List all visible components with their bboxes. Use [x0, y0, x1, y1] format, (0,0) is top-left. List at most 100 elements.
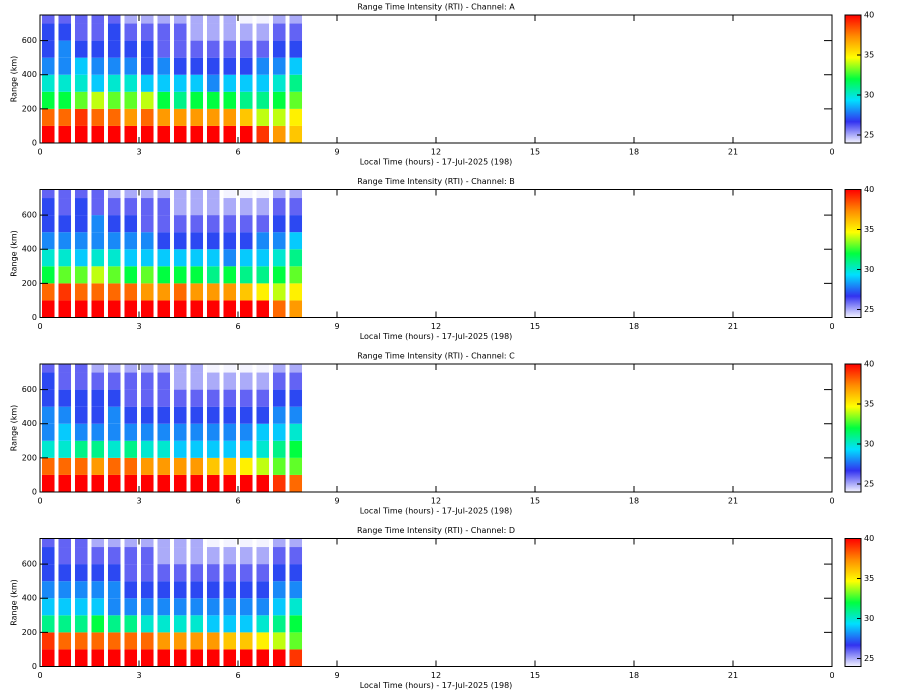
heatmap-cell: [206, 198, 220, 216]
y-tick-label: 0: [32, 662, 37, 671]
heatmap-cell: [272, 440, 286, 458]
heatmap-cell: [124, 249, 138, 267]
heatmap-cell: [289, 538, 303, 548]
heatmap-cell: [107, 91, 121, 109]
heatmap-cell: [157, 581, 171, 599]
heatmap-cell: [58, 598, 72, 616]
heatmap-cell: [41, 15, 55, 24]
x-tick-label: 6: [235, 148, 240, 157]
heatmap-cell: [239, 547, 253, 565]
heatmap-cell: [206, 215, 220, 233]
heatmap-cell: [107, 364, 121, 373]
heatmap-cell: [272, 364, 286, 373]
heatmap-cell: [41, 91, 55, 109]
chart-title: Range Time Intensity (RTI) - Channel: A: [357, 3, 515, 12]
heatmap-cell: [173, 457, 187, 475]
heatmap-cell: [157, 598, 171, 616]
heatmap-cell: [173, 189, 187, 199]
heatmap-cell: [190, 15, 204, 24]
heatmap-cell: [140, 232, 154, 250]
heatmap-cell: [74, 23, 88, 41]
heatmap-cell: [91, 547, 105, 565]
heatmap-cell: [239, 232, 253, 250]
heatmap-cell: [173, 15, 187, 24]
x-tick-label: 15: [530, 148, 540, 157]
heatmap-cell: [157, 283, 171, 301]
y-tick-label: 0: [32, 313, 37, 322]
heatmap-cell: [124, 215, 138, 233]
heatmap-cell: [58, 91, 72, 109]
colorbar-tick-label: 35: [864, 400, 874, 409]
x-tick-label: 18: [629, 148, 639, 157]
heatmap-cell: [124, 598, 138, 616]
heatmap-cell: [91, 372, 105, 390]
heatmap-cell: [206, 300, 220, 318]
heatmap-cell: [140, 249, 154, 267]
heatmap-cell: [140, 15, 154, 24]
x-tick-label: 6: [235, 322, 240, 331]
heatmap-cell: [289, 615, 303, 633]
x-tick-label: 12: [431, 148, 441, 157]
heatmap-cell: [272, 300, 286, 318]
heatmap-cell: [272, 189, 286, 199]
x-tick-label: 0: [829, 322, 834, 331]
x-tick-label: 21: [728, 148, 738, 157]
heatmap-cell: [157, 564, 171, 582]
heatmap-cell: [190, 232, 204, 250]
heatmap-cell: [41, 440, 55, 458]
heatmap-cell: [190, 266, 204, 284]
heatmap-cell: [74, 423, 88, 441]
heatmap-cell: [107, 538, 121, 548]
heatmap-cell: [190, 457, 204, 475]
heatmap-cell: [206, 564, 220, 582]
heatmap-cell: [74, 15, 88, 24]
heatmap-cell: [206, 474, 220, 492]
heatmap-cell: [223, 108, 237, 126]
heatmap-cells: [41, 15, 303, 143]
heatmap-cell: [58, 372, 72, 390]
heatmap-cell: [140, 57, 154, 75]
heatmap-cell: [107, 581, 121, 599]
colorbar-tick-label: 40: [864, 11, 874, 20]
heatmap-cell: [58, 40, 72, 58]
heatmap-cell: [124, 632, 138, 650]
heatmap-cell: [256, 423, 270, 441]
heatmap-cell: [58, 125, 72, 143]
heatmap-cell: [74, 547, 88, 565]
heatmap-cell: [256, 232, 270, 250]
heatmap-cell: [107, 457, 121, 475]
heatmap-cell: [223, 632, 237, 650]
heatmap-cell: [74, 189, 88, 199]
heatmap-cell: [157, 74, 171, 92]
heatmap-cell: [239, 15, 253, 24]
y-tick-label: 400: [22, 594, 37, 603]
heatmap-cell: [91, 198, 105, 216]
heatmap-cell: [223, 372, 237, 390]
heatmap-cell: [124, 440, 138, 458]
heatmap-cell: [239, 364, 253, 373]
y-tick-label: 600: [22, 385, 37, 394]
heatmap-cell: [289, 266, 303, 284]
heatmap-cell: [58, 440, 72, 458]
heatmap-cell: [256, 457, 270, 475]
x-tick-label: 15: [530, 497, 540, 506]
heatmap-cell: [58, 389, 72, 407]
heatmap-cell: [206, 74, 220, 92]
heatmap-cell: [223, 266, 237, 284]
colorbar-tick-label: 30: [864, 614, 874, 623]
heatmap-cell: [140, 364, 154, 373]
heatmap-cell: [256, 266, 270, 284]
heatmap-cell: [223, 300, 237, 318]
heatmap-cell: [289, 457, 303, 475]
heatmap-cell: [58, 564, 72, 582]
heatmap-cell: [173, 598, 187, 616]
heatmap-cell: [157, 40, 171, 58]
colorbar-tick-label: 25: [864, 305, 874, 314]
heatmap-cell: [256, 547, 270, 565]
heatmap-cell: [140, 598, 154, 616]
heatmap-cell: [58, 423, 72, 441]
heatmap-cell: [256, 440, 270, 458]
heatmap-cell: [74, 108, 88, 126]
heatmap-cell: [41, 457, 55, 475]
heatmap-cell: [173, 406, 187, 424]
